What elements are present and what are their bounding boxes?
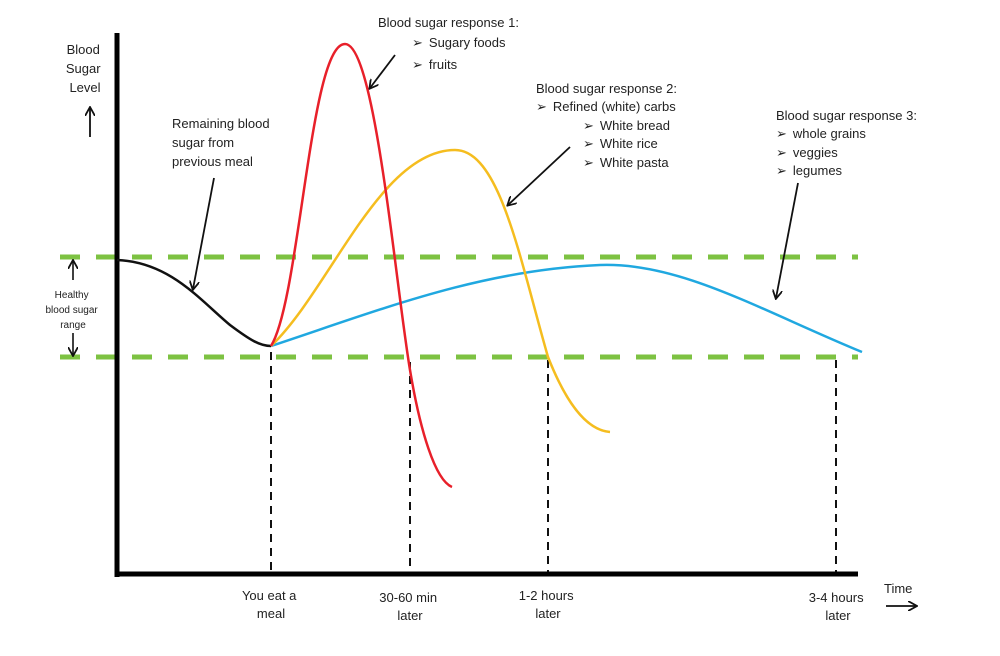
response1-arrow — [370, 54, 396, 88]
time-label-1-2: 1-2 hours later — [519, 588, 578, 621]
previous-meal-curve — [116, 258, 272, 348]
response1-curve — [269, 42, 453, 489]
response3-curve — [270, 263, 863, 354]
response2-item: ➢ White pasta — [583, 155, 669, 170]
x-axis-label: Time — [884, 581, 912, 596]
response2-item: ➢ White bread — [583, 118, 670, 133]
time-label-3-4: 3-4 hours later — [809, 590, 868, 623]
response1-item: ➢ fruits — [412, 57, 458, 72]
y-axis-label: Blood Sugar Level — [66, 42, 104, 95]
response2-title: Blood sugar response 2: — [536, 81, 677, 96]
healthy-range-label: Healthy blood sugar range — [45, 290, 100, 331]
response2-category: ➢ Refined (white) carbs — [536, 99, 676, 114]
response3-item: ➢ legumes — [776, 163, 843, 178]
response3-title: Blood sugar response 3: — [776, 108, 917, 123]
time-label-meal: You eat a meal — [242, 588, 300, 621]
response2-item: ➢ White rice — [583, 136, 658, 151]
response3-item: ➢ veggies — [776, 145, 838, 160]
response3-arrow — [776, 182, 799, 298]
time-label-30-60: 30-60 min later — [379, 590, 440, 623]
response2-arrow — [508, 146, 571, 205]
response1-item: ➢ Sugary foods — [412, 35, 506, 50]
response3-item: ➢ whole grains — [776, 126, 866, 141]
response2-curve — [270, 148, 611, 434]
remaining-arrow — [193, 177, 215, 289]
response1-title: Blood sugar response 1: — [378, 15, 519, 30]
remaining-label: Remaining blood sugar from previous meal — [172, 116, 273, 169]
